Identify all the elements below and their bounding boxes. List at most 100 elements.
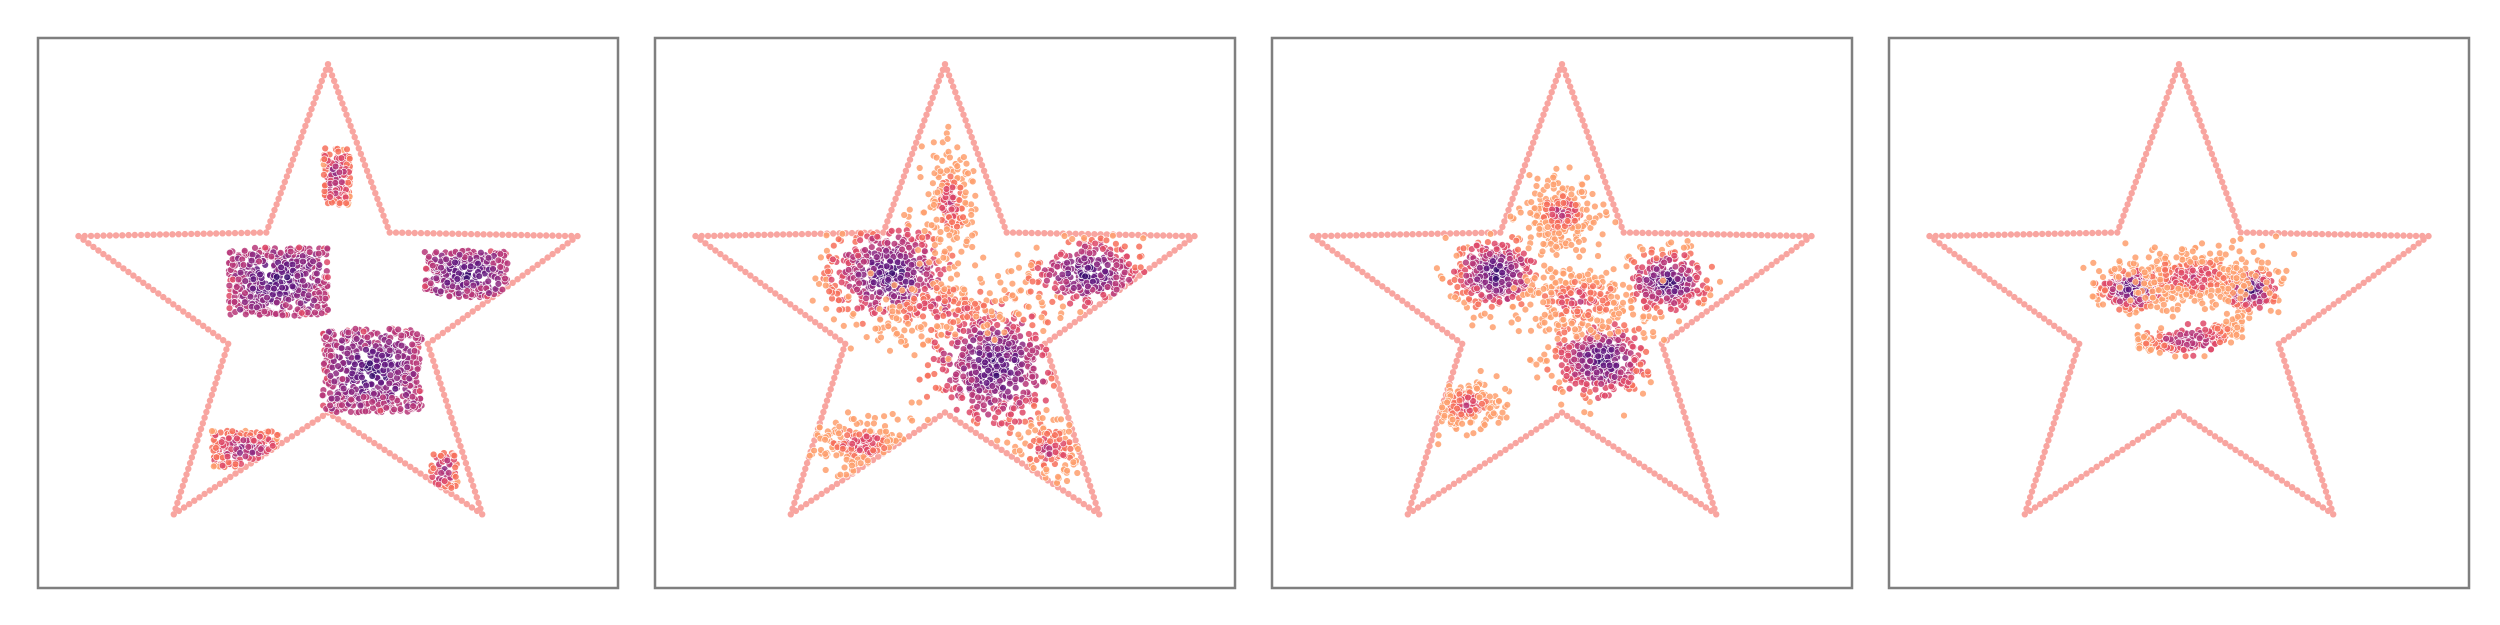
scatter-point bbox=[873, 253, 881, 261]
scatter-point bbox=[943, 166, 951, 175]
star-marker bbox=[1451, 363, 1459, 370]
scatter-point bbox=[489, 265, 497, 273]
scatter-point bbox=[267, 252, 276, 261]
star-marker bbox=[1770, 232, 1778, 239]
star-marker bbox=[417, 470, 424, 477]
star-marker bbox=[277, 190, 284, 197]
scatter-point bbox=[976, 275, 984, 283]
star-marker bbox=[1702, 477, 1709, 484]
scatter-point bbox=[403, 363, 411, 371]
star-marker bbox=[206, 397, 214, 404]
star-marker bbox=[987, 184, 994, 191]
scatter-point bbox=[939, 365, 947, 373]
star-marker bbox=[299, 426, 306, 433]
star-marker bbox=[836, 357, 843, 364]
star-marker bbox=[312, 94, 319, 102]
star-marker bbox=[215, 369, 223, 376]
star-marker bbox=[999, 218, 1006, 225]
star-marker bbox=[1528, 145, 1535, 152]
star-marker bbox=[1509, 195, 1516, 202]
scatter-point bbox=[320, 155, 328, 163]
scatter-point bbox=[861, 246, 869, 254]
star-marker bbox=[911, 145, 918, 152]
star-marker bbox=[263, 229, 270, 236]
star-marker bbox=[820, 408, 827, 416]
star-marker bbox=[382, 218, 389, 225]
scatter-point bbox=[318, 309, 326, 317]
scatter-point bbox=[1056, 314, 1065, 322]
scatter-point bbox=[1102, 236, 1111, 245]
scatter-point bbox=[854, 251, 862, 260]
star-marker bbox=[717, 232, 724, 239]
star-marker bbox=[1428, 230, 1435, 237]
scatter-point bbox=[890, 292, 898, 300]
star-marker bbox=[1410, 494, 1417, 501]
scatter-point bbox=[1057, 415, 1065, 423]
star-marker bbox=[779, 231, 787, 238]
scatter-point bbox=[979, 253, 987, 262]
cluster-1 bbox=[225, 243, 332, 320]
star-marker bbox=[549, 250, 556, 258]
star-marker bbox=[223, 346, 230, 353]
star-marker bbox=[1671, 380, 1678, 387]
scatter-point bbox=[947, 205, 956, 214]
scatter-point bbox=[388, 394, 396, 402]
star-marker bbox=[1651, 229, 1659, 237]
scatter-point bbox=[1488, 303, 1496, 311]
star-marker bbox=[439, 386, 446, 393]
star-marker bbox=[1604, 184, 1611, 191]
star-marker bbox=[906, 156, 914, 163]
scatter-point bbox=[918, 233, 926, 242]
star-marker bbox=[355, 429, 362, 437]
scatter-point bbox=[1042, 396, 1050, 405]
star-marker bbox=[1783, 232, 1790, 239]
scatter-point bbox=[847, 344, 855, 353]
star-marker bbox=[75, 232, 82, 240]
star-marker bbox=[175, 507, 183, 515]
scatter-point bbox=[296, 299, 305, 307]
scatter-point bbox=[282, 301, 290, 309]
star-marker bbox=[177, 488, 185, 495]
scatter-point bbox=[443, 279, 451, 287]
star-marker bbox=[430, 357, 437, 364]
scatter-point bbox=[255, 257, 263, 266]
star-marker bbox=[185, 465, 192, 472]
scatter-point bbox=[898, 245, 906, 254]
star-marker bbox=[1587, 139, 1595, 146]
scatter-point bbox=[907, 398, 916, 407]
star-marker bbox=[1700, 471, 1707, 478]
star-marker bbox=[923, 111, 930, 118]
scatter-point bbox=[968, 243, 976, 251]
scatter-point bbox=[893, 415, 902, 424]
scatter-point bbox=[848, 461, 856, 470]
scatter-point bbox=[441, 477, 449, 485]
star-marker bbox=[203, 408, 210, 416]
scatter-point bbox=[952, 406, 961, 414]
scatter-point bbox=[239, 436, 248, 444]
star-marker bbox=[341, 105, 348, 113]
star-marker bbox=[794, 488, 802, 495]
star-marker bbox=[811, 230, 818, 237]
star-marker bbox=[1689, 230, 1696, 237]
scatter-point bbox=[1003, 351, 1011, 360]
star-marker bbox=[267, 218, 274, 225]
star-marker bbox=[1153, 232, 1161, 239]
star-marker bbox=[285, 167, 293, 174]
star-marker bbox=[435, 374, 442, 382]
star-marker bbox=[1431, 425, 1439, 433]
scatter-point bbox=[896, 274, 904, 282]
star-marker bbox=[1085, 477, 1092, 484]
star-marker bbox=[568, 232, 575, 240]
star-marker bbox=[324, 60, 332, 68]
scatter-point bbox=[994, 408, 1002, 416]
scatter-point bbox=[378, 352, 386, 360]
star-marker bbox=[1453, 357, 1460, 364]
star-marker bbox=[442, 230, 450, 237]
star-marker bbox=[761, 231, 768, 238]
star-marker bbox=[978, 162, 986, 169]
scatter-point bbox=[997, 356, 1005, 364]
star-marker bbox=[832, 369, 840, 376]
star-marker bbox=[371, 439, 378, 447]
star-marker bbox=[214, 374, 221, 382]
scatter-point bbox=[273, 298, 281, 307]
